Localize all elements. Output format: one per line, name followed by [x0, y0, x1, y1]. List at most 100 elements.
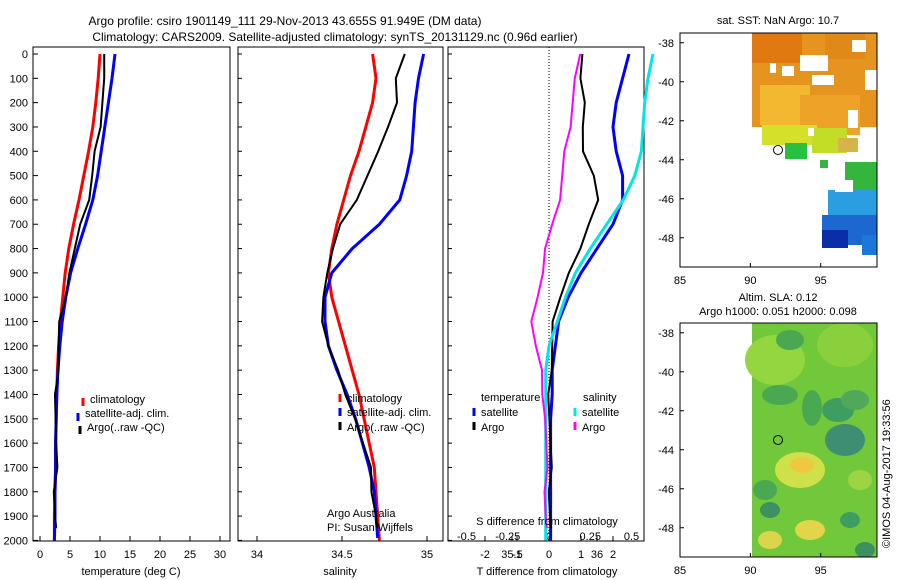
lon-tick-label: 90 [744, 565, 756, 577]
legend-argo: Argo(..raw -QC) [87, 422, 165, 434]
depth-tick-label: 1300 [4, 365, 28, 377]
x-tick-label: 30 [214, 549, 226, 561]
title-line-2: Climatology: CARS2009. Satellite-adjuste… [92, 30, 577, 44]
depth-tick-label: 1200 [4, 341, 28, 353]
x-tick-label: 0 [546, 549, 552, 561]
salinity-xlabel: salinity [323, 566, 357, 578]
depth-tick-label: 200 [10, 98, 28, 110]
depth-tick-label: 1100 [4, 317, 28, 329]
x-tick-label: 35 [421, 549, 433, 561]
lon-tick-label: 90 [744, 275, 756, 287]
satellite-adj-clim--line [323, 53, 426, 539]
depth-tick-label: 800 [10, 244, 28, 256]
sla-map-frame [679, 322, 878, 558]
salinity-axes-frame [237, 46, 444, 542]
x-tick-label: 5 [67, 549, 73, 561]
argo-line [52, 54, 106, 529]
sst-map-axes: 85 90 95 -38 -40 -42 -44 -46 -48 [658, 38, 827, 287]
salinity-lines [321, 53, 426, 541]
lat-tick-label: -40 [658, 77, 674, 89]
difference-lines [530, 53, 655, 541]
temperature-lines [52, 53, 117, 541]
depth-tick-label: 100 [10, 73, 28, 85]
climatology-line [326, 53, 381, 541]
x-tick-label: 35.5 [501, 549, 522, 561]
x-tick-label: 25 [184, 549, 196, 561]
lat-tick-label: -46 [658, 484, 674, 496]
sst-field [752, 33, 877, 260]
lon-tick-label: 95 [815, 275, 827, 287]
depth-tick-label: 1000 [4, 292, 28, 304]
sst-map-title: sat. SST: NaN Argo: 10.7 [717, 15, 839, 27]
s-diff-tick-label: 0.25 [580, 531, 601, 543]
temperature-panel: 0100200300400500600700800900100011001200… [4, 46, 452, 578]
legend-climatology: climatology [347, 393, 403, 405]
imos-stamp: ©IMOS 04-Aug-2017 19:33:56 [881, 399, 893, 548]
t-difference-x-axis: -2 -1 0 1 2 [480, 536, 616, 561]
temperature-argo-line [547, 53, 600, 529]
x-tick-label: -2 [480, 549, 490, 561]
lat-tick-label: -46 [658, 194, 674, 206]
sst-profile-marker [773, 145, 783, 155]
legend-argo: Argo(..raw -QC) [347, 422, 425, 434]
depth-tick-label: 400 [10, 146, 28, 158]
sla-profile-marker [773, 435, 783, 445]
difference-axes-frame [447, 46, 645, 542]
depth-tick-label: 1500 [4, 414, 28, 426]
depth-tick-label: 1800 [4, 487, 28, 499]
sla-field [745, 323, 877, 557]
s-diff-tick-label: -0.5 [457, 531, 476, 543]
lat-tick-label: -42 [658, 116, 674, 128]
t-difference-xlabel: T difference from climatology [477, 566, 618, 578]
x-tick-label: 0 [37, 549, 43, 561]
depth-tick-label: 2000 [4, 535, 28, 547]
s-diff-tick-label: 0.5 [624, 531, 639, 543]
salinity-panel: 34 34.5 35 35.5 36 salinity climatology sate… [237, 46, 603, 578]
legend-s-argo: Argo [582, 422, 605, 434]
legend-t-argo: Argo [481, 422, 504, 434]
depth-tick-label: 500 [10, 171, 28, 183]
x-tick-label: 34.5 [331, 549, 352, 561]
legend-satellite-adj: satellite-adj. clim. [85, 408, 169, 420]
lon-tick-label: 85 [674, 275, 686, 287]
x-tick-label: 15 [124, 549, 136, 561]
sla-map-axes: 85 90 95 -38 -40 -42 -44 -46 -48 [658, 328, 827, 577]
depth-tick-label: 300 [10, 122, 28, 134]
legend-satellite-adj: satellite-adj. clim. [347, 407, 431, 419]
legend-t-satellite: satellite [481, 407, 518, 419]
s-diff-tick-label: 0 [546, 531, 552, 543]
s-difference-label: S difference from climatology [476, 516, 618, 528]
legend-temperature-title: temperature [481, 392, 540, 404]
depth-axis: 0 100 200 300 400 500 600 700 800 900 1000 1100 1200… [4, 49, 452, 547]
sst-map: sat. SST: NaN Argo: 10.7 [658, 15, 878, 287]
depth-tick-label: 900 [10, 268, 28, 280]
legend-climatology: climatology [90, 394, 146, 406]
depth-tick-label: 0 [22, 49, 28, 61]
x-tick-label: 34 [251, 549, 263, 561]
depth-tick-label: 1600 [4, 438, 28, 450]
lon-tick-label: 95 [815, 565, 827, 577]
sla-map: Altim. SLA: 0.12 Argo h1000: 0.051 h2000… [658, 292, 878, 577]
temperature-satellite-line [549, 53, 631, 541]
depth-tick-label: 1400 [4, 389, 28, 401]
s-difference-x-axis: -0.5 -0.25 0 0.25 0.5 [457, 531, 639, 543]
argo-line [321, 53, 406, 529]
legend-salinity-title: salinity [583, 392, 617, 404]
legend-s-satellite: satellite [582, 407, 619, 419]
lat-tick-label: -48 [658, 523, 674, 535]
title-line-1: Argo profile: csiro 1901149_111 29-Nov-2… [89, 14, 482, 28]
depth-tick-label: 600 [10, 195, 28, 207]
x-tick-label: 36 [591, 549, 603, 561]
depth-tick-label: 1700 [4, 462, 28, 474]
difference-panel: -2 -1 0 1 2 -0.5 -0.25 0 0.25 0.5 S difference f… [447, 46, 655, 578]
climatology-line [52, 53, 102, 541]
sla-map-title-2: Argo h1000: 0.051 h2000: 0.098 [699, 306, 857, 318]
x-tick-label: 2 [610, 549, 616, 561]
salinity-argo-line [530, 53, 582, 529]
temperature-axes-frame [32, 46, 231, 542]
depth-tick-label: 700 [10, 219, 28, 231]
lon-tick-label: 85 [674, 565, 686, 577]
x-tick-label: 10 [94, 549, 106, 561]
lat-tick-label: -48 [658, 233, 674, 245]
lat-tick-label: -44 [658, 155, 674, 167]
